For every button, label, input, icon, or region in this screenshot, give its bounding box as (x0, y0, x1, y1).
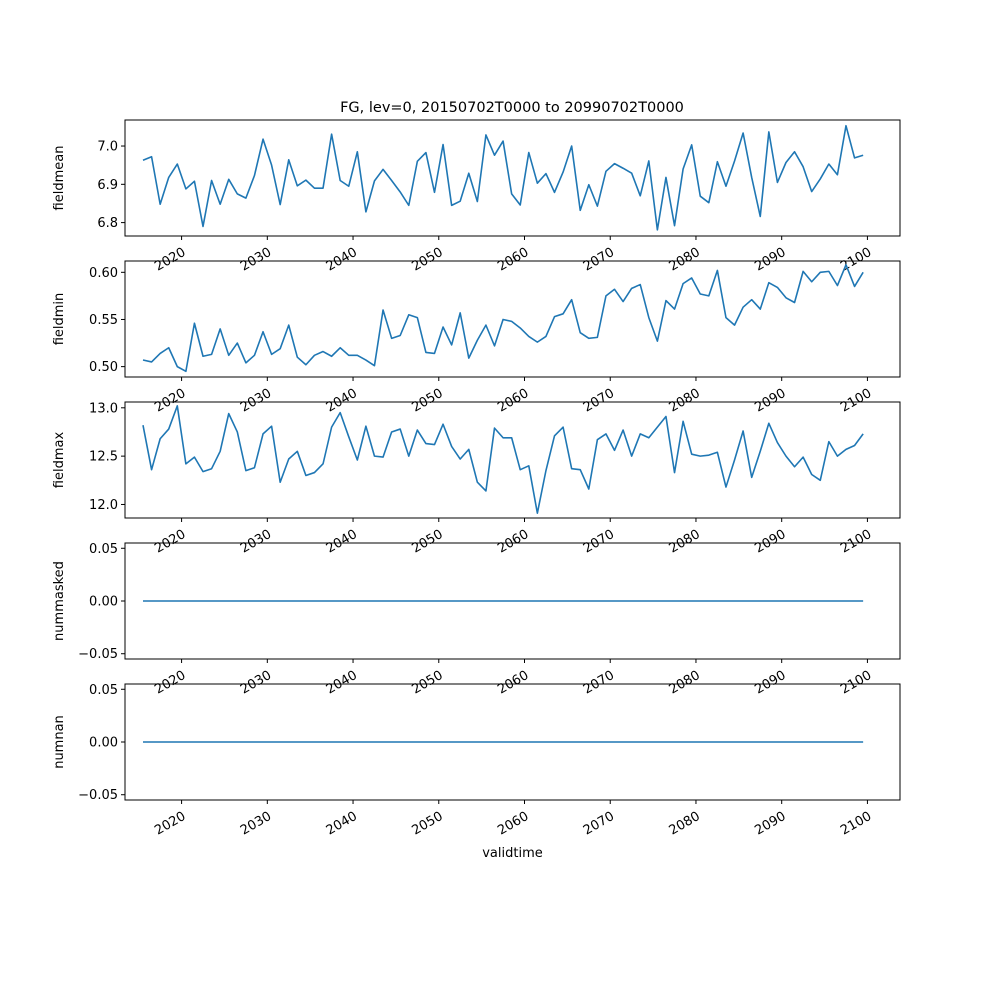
y-tick-label: 0.50 (89, 360, 118, 375)
y-axis-label: fieldmin (52, 293, 67, 346)
x-axis-label: validtime (482, 846, 543, 861)
series-line-fieldmin (142, 263, 864, 373)
y-tick-label: −0.05 (78, 788, 118, 803)
y-tick-label: 12.0 (89, 498, 118, 513)
y-tick-label: 0.60 (89, 266, 118, 281)
y-axis-label: numnan (52, 715, 67, 769)
y-tick-label: 0.00 (89, 595, 118, 610)
figure-title: FG, lev=0, 20150702T0000 to 20990702T000… (340, 100, 684, 116)
y-tick-label: 13.0 (89, 401, 118, 416)
series-line-fieldmax (142, 405, 864, 514)
y-tick-label: 12.5 (89, 450, 118, 465)
y-tick-label: 6.8 (97, 216, 118, 231)
series-line-fieldmean (142, 124, 864, 231)
y-tick-label: 0.05 (89, 542, 118, 557)
y-tick-label: 0.55 (89, 313, 118, 328)
y-tick-label: 0.00 (89, 736, 118, 751)
y-tick-label: 0.05 (89, 683, 118, 698)
y-tick-label: −0.05 (78, 647, 118, 662)
y-tick-label: 7.0 (97, 140, 118, 155)
y-axis-label: fieldmax (52, 432, 67, 489)
y-tick-label: 6.9 (97, 178, 118, 193)
y-axis-label: fieldmean (52, 146, 67, 211)
y-axis-label: nummasked (52, 561, 67, 641)
axes-frame (124, 401, 901, 519)
axes-frame (124, 119, 901, 237)
